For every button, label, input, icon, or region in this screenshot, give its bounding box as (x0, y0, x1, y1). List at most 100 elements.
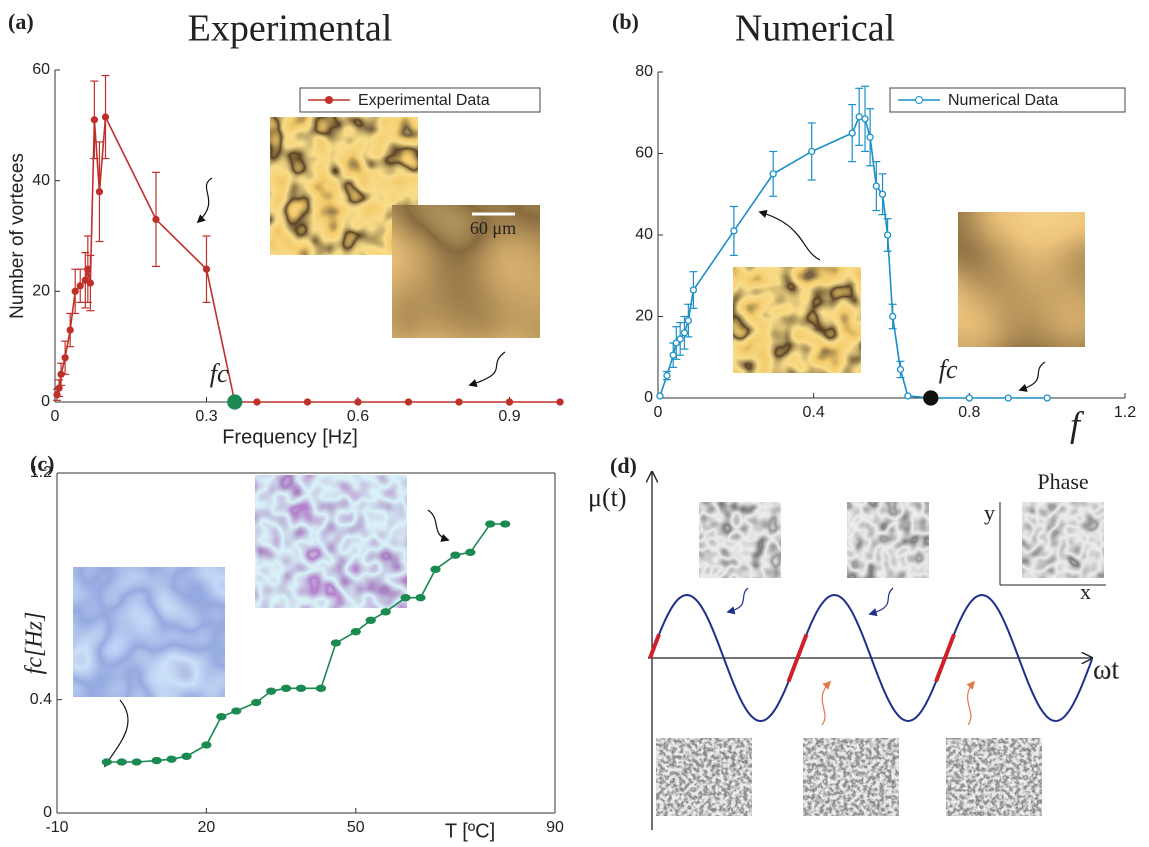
data-point (1004, 394, 1012, 402)
data-point (71, 287, 79, 295)
data-point (455, 398, 463, 406)
arrow (1018, 361, 1046, 392)
red-segment (934, 633, 956, 683)
y-tick-label: 1.2 (30, 464, 52, 481)
data-point (400, 594, 411, 602)
data-point (253, 398, 261, 406)
arrow (758, 209, 821, 261)
data-point (663, 371, 671, 380)
chart: 0 0.4 1.2 -10 20 50 90 (c) T [ºC] fc[Hz] (22, 451, 565, 842)
micrograph (958, 212, 1085, 347)
schematic: (d) μ(t) ωt Phase y x (588, 453, 1119, 830)
critical-label: fc (939, 355, 958, 384)
legend-label: Experimental Data (358, 92, 490, 109)
data-point (465, 548, 476, 556)
data-point (855, 113, 863, 121)
legend-label: Numerical Data (948, 92, 1058, 109)
x-axis-label: T [ºC] (445, 820, 495, 842)
data-point (55, 384, 63, 392)
data-point (861, 115, 869, 123)
data-point (95, 188, 104, 196)
data-point (923, 390, 939, 406)
axis-label: ωt (1093, 654, 1119, 685)
y-tick-label: 60 (635, 145, 653, 162)
micrograph (733, 267, 861, 373)
data-point (656, 392, 664, 400)
phase-map (698, 501, 782, 579)
x-axis-label: Frequency [Hz] (222, 426, 358, 448)
axis-label: μ(t) (588, 483, 626, 512)
data-point (181, 752, 192, 760)
data-point (505, 398, 514, 406)
data-point (415, 594, 426, 602)
y-tick-label: 40 (635, 226, 653, 243)
data-point (680, 329, 689, 337)
data-point (730, 227, 738, 235)
data-point (265, 687, 277, 695)
panel-label: (b) (612, 9, 639, 34)
y-tick-label: 40 (32, 172, 50, 189)
scale-bar-label: 60 μm (470, 218, 516, 238)
data-point (116, 758, 127, 766)
x-tick-label: 1.2 (1114, 404, 1136, 421)
data-point (450, 551, 461, 559)
arrow (966, 680, 976, 726)
arrow (821, 680, 832, 726)
data-point (866, 133, 874, 141)
data-point (848, 129, 856, 137)
panel-label: (a) (8, 9, 34, 34)
y-tick-label: 0 (43, 804, 52, 821)
chart: 0 20 40 60 0 0.3 0.6 0.9 (a) Experimental Frequenc… (7, 8, 564, 448)
y-axis-label: Number of vorteces (7, 153, 28, 319)
data-point (166, 755, 177, 763)
x-tick-label: 0.4 (803, 404, 825, 421)
y-tick-label: 20 (32, 283, 50, 300)
data-point (808, 147, 816, 156)
highlights (648, 633, 956, 683)
data-point (365, 616, 376, 624)
data-point (380, 608, 391, 616)
red-segment (786, 633, 809, 683)
data-point (330, 639, 342, 647)
y-tick-label: 20 (635, 308, 653, 325)
critical-label: fc (210, 359, 229, 388)
arrow (726, 587, 749, 615)
data-point (201, 741, 212, 749)
y-tick-label: 0 (41, 393, 50, 410)
arrow (468, 351, 506, 388)
phase-map (945, 737, 1043, 817)
red-segment (648, 633, 661, 659)
x-tick-label: 0.6 (347, 408, 369, 425)
panel-label: (d) (610, 453, 637, 478)
micrograph (73, 567, 225, 697)
data-point (769, 170, 777, 178)
data-point (227, 394, 243, 410)
arrow (868, 587, 894, 617)
data-point (404, 398, 413, 406)
data-point (354, 398, 362, 406)
data-point (485, 520, 496, 528)
sine-wave (649, 593, 1093, 723)
data-point (878, 190, 887, 198)
x-axis-label: f (1070, 404, 1085, 444)
data-point (66, 326, 74, 334)
data-point (61, 354, 69, 362)
phase-map (1021, 501, 1105, 579)
arrows (104, 177, 1046, 768)
y-tick-label: 60 (32, 61, 50, 78)
x-tick-label: 50 (347, 819, 365, 836)
legend-marker (915, 96, 923, 104)
arrow (104, 699, 129, 768)
x-tick-label: -10 (45, 819, 68, 836)
data-point (872, 182, 880, 190)
chart-title: Numerical (735, 8, 895, 50)
data-point (883, 231, 892, 239)
data-point (689, 286, 698, 294)
data-point (1043, 394, 1051, 402)
micrographs (73, 117, 1085, 697)
y-axis-label: fc[Hz] (22, 612, 48, 675)
data-point (303, 398, 312, 406)
data-point (896, 365, 905, 374)
data-point (101, 758, 112, 766)
